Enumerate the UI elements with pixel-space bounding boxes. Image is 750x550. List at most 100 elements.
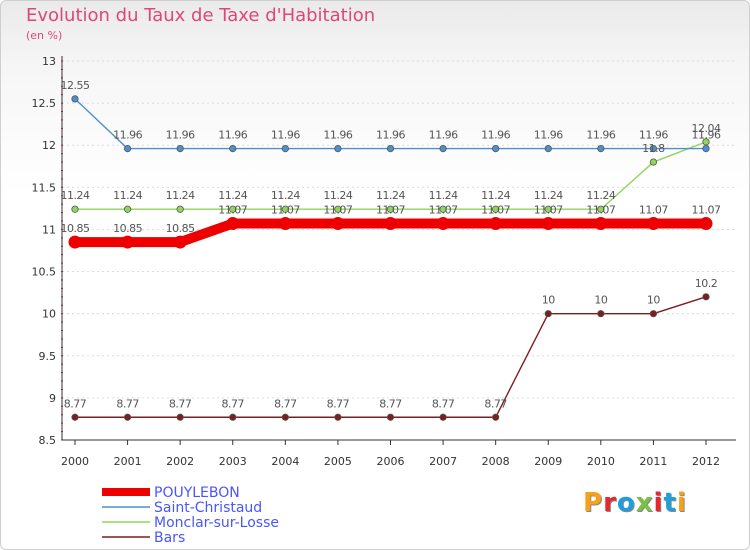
legend-label: Bars: [154, 530, 185, 546]
y-tick-label: 9.5: [39, 350, 57, 363]
data-label: 11.24: [271, 189, 300, 202]
y-tick-label: 12: [42, 139, 56, 152]
x-tick-label: 2000: [61, 455, 89, 468]
data-point: [386, 144, 395, 153]
x-tick-label: 2010: [587, 455, 615, 468]
data-point: [649, 310, 658, 318]
data-point: [334, 413, 342, 421]
data-label: 11.07: [376, 204, 405, 217]
data-label: 8.77: [274, 397, 297, 410]
data-label: 11.96: [166, 129, 195, 142]
legend-label: POUYLEBON: [154, 485, 240, 501]
x-tick-label: 2007: [429, 455, 457, 468]
logo-letter: i: [676, 488, 687, 518]
x-tick-label: 2009: [534, 455, 562, 468]
data-point: [702, 293, 710, 301]
data-label: 11.07: [481, 204, 510, 217]
data-point: [649, 158, 658, 166]
legend-label: Saint-Christaud: [154, 500, 262, 516]
y-tick-label: 8.5: [39, 434, 57, 447]
data-point: [702, 144, 710, 153]
legend-label: Monclar-sur-Losse: [154, 515, 279, 531]
logo-letter: P: [583, 488, 604, 518]
data-point: [334, 205, 342, 213]
data-label: 11.96: [271, 129, 300, 142]
data-label: 11.07: [218, 204, 247, 217]
data-point: [386, 205, 395, 213]
data-point: [699, 217, 713, 231]
data-point: [123, 205, 132, 213]
data-point: [68, 235, 82, 249]
data-label: 11.07: [429, 204, 458, 217]
data-label: 11.24: [323, 189, 352, 202]
data-point: [544, 310, 552, 318]
data-label: 8.77: [379, 397, 402, 410]
chart-grid: [62, 60, 736, 441]
data-point: [71, 413, 79, 421]
data-point: [544, 205, 552, 213]
data-point: [229, 205, 237, 213]
unit-label: (en %): [26, 29, 63, 42]
data-point: [594, 217, 608, 231]
data-label: 8.77: [169, 397, 192, 410]
data-label: 11.07: [586, 204, 615, 217]
data-point: [121, 235, 135, 249]
y-tick-label: 13: [42, 55, 56, 68]
data-label: 11.07: [639, 204, 668, 217]
data-label: 11.24: [481, 189, 510, 202]
logo-letter: i: [653, 488, 664, 518]
chart-title: Evolution du Taux de Taxe d'Habitation: [26, 5, 376, 26]
data-point: [489, 217, 503, 231]
data-label: 11.24: [166, 189, 195, 202]
data-labels: 8.77 8.77 8.77 8.77 8.77 8.77 8.77 8.77 8.77 10 10…: [61, 79, 722, 410]
chart-axes: 8.5 9 9.5 10 10.5 11 11.5 12 12.5 13 2000 2001 2002 2…: [32, 55, 736, 468]
data-label: 10.85: [166, 222, 195, 235]
logo-letter: r: [603, 488, 617, 518]
data-point: [173, 235, 187, 249]
data-label: 10.2: [695, 277, 718, 290]
y-tick-label: 11.5: [32, 181, 57, 194]
data-point: [123, 144, 132, 153]
chart-legend: POUYLEBONSaint-ChristaudMonclar-sur-Loss…: [102, 485, 279, 546]
data-label: 11.96: [429, 129, 458, 142]
data-label: 11.24: [534, 189, 563, 202]
data-label: 11.07: [271, 204, 300, 217]
data-label: 11.96: [534, 129, 563, 142]
data-point: [71, 205, 79, 213]
data-label: 10: [542, 294, 555, 307]
data-point: [439, 205, 447, 213]
data-label: 11.24: [113, 189, 142, 202]
data-label: 11.96: [218, 129, 247, 142]
data-label: 11.96: [323, 129, 352, 142]
proxiti-logo: Proxiti: [583, 488, 687, 518]
data-label: 10.85: [113, 222, 142, 235]
data-label: 12.04: [692, 122, 721, 135]
data-label: 12.55: [61, 79, 90, 92]
data-label: 11.24: [61, 189, 90, 202]
x-tick-label: 2001: [114, 455, 142, 468]
data-point: [386, 413, 395, 421]
data-point: [176, 144, 184, 153]
y-tick-label: 12.5: [32, 97, 57, 110]
data-label: 11.24: [429, 189, 458, 202]
data-point: [541, 217, 555, 231]
data-point: [278, 217, 292, 231]
data-label: 10: [647, 294, 660, 307]
data-point: [229, 413, 237, 421]
data-point: [439, 144, 447, 153]
data-label: 10: [594, 294, 607, 307]
x-tick-label: 2006: [377, 455, 405, 468]
data-label: 11.96: [586, 129, 615, 142]
x-tick-label: 2005: [324, 455, 352, 468]
data-point: [436, 217, 450, 231]
data-label: 11.96: [639, 129, 668, 142]
data-label: 11.07: [534, 204, 563, 217]
x-tick-label: 2011: [639, 455, 667, 468]
data-point: [281, 205, 289, 213]
data-point: [229, 144, 237, 153]
data-label: 11.07: [692, 204, 721, 217]
data-point: [176, 205, 184, 213]
data-point: [492, 144, 500, 153]
data-point: [649, 144, 658, 153]
